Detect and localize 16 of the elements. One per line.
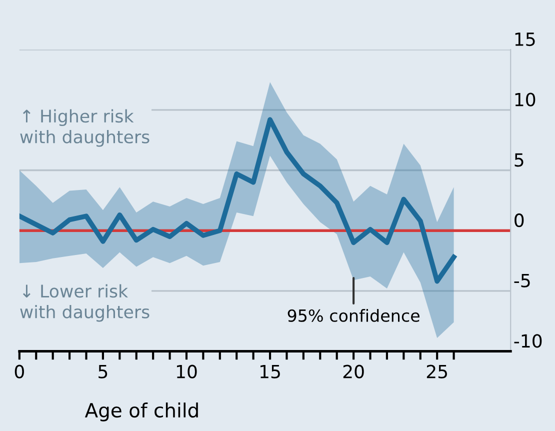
x-tick-label: 25	[426, 364, 447, 378]
y-tick-label: 0	[514, 213, 524, 228]
y-tick-label: -10	[514, 334, 542, 348]
x-tick-label: 0	[14, 364, 24, 378]
x-tick-label: 15	[260, 365, 280, 378]
annotation: 95% confidence	[288, 309, 420, 322]
y-tick-label: 15	[515, 32, 535, 46]
y-tick-label: 5	[514, 153, 524, 167]
annotation: ↓ Lower risk with daughters	[20, 284, 150, 322]
annotation: ↑ Higher risk with daughters	[20, 109, 150, 147]
x-tick-label: 10	[176, 364, 197, 378]
x-tick-label: 20	[343, 364, 364, 378]
y-tick-label: 10	[515, 92, 536, 106]
x-axis-title: Age of child	[84, 402, 198, 422]
y-tick-label: -5	[514, 274, 530, 288]
x-tick-label: 5	[98, 365, 108, 378]
